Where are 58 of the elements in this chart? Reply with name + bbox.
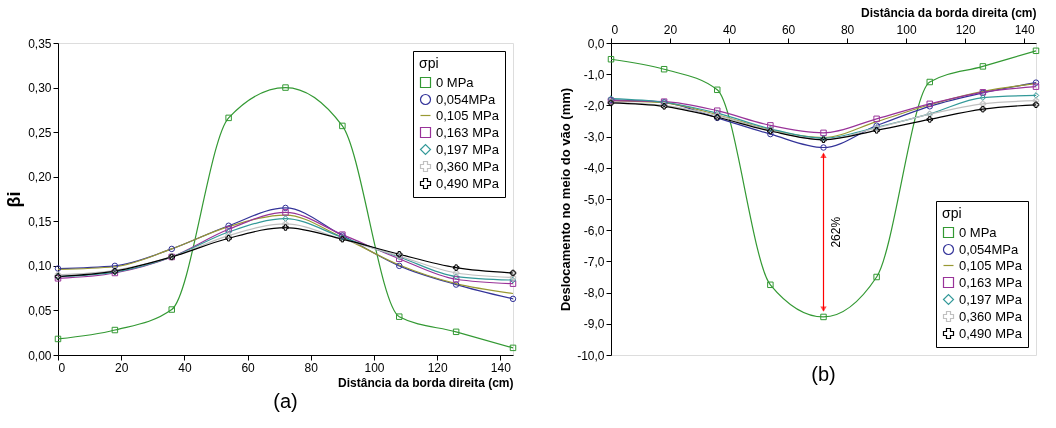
x-tick-label: 0 xyxy=(58,360,66,375)
legend-label: 0,197 MPa xyxy=(959,291,1023,307)
y-tick-label: -5,0 xyxy=(583,192,605,207)
y-tick-label: 0,30 xyxy=(28,81,52,96)
y-tick-label: 0,0 xyxy=(587,36,605,51)
y-axis-title: βi xyxy=(4,191,25,208)
legend-title: σpi xyxy=(419,55,439,71)
y-tick-label: 0,05 xyxy=(28,303,52,318)
y-axis-title: Deslocamento no meio do vão (mm) xyxy=(558,87,574,312)
x-tick-label: 60 xyxy=(241,360,256,375)
x-tick-label: 140 xyxy=(1014,22,1036,37)
x-tick-label: 20 xyxy=(663,22,678,37)
annotation: 262% xyxy=(828,216,843,248)
text: (b) xyxy=(811,363,836,385)
legend-label: 0 MPa xyxy=(436,74,475,90)
x-tick-label: 0 xyxy=(611,22,619,37)
y-tick-label: 0,20 xyxy=(28,170,52,185)
y-tick-label: 0,35 xyxy=(28,36,52,51)
legend-label: 0,197 MPa xyxy=(436,141,500,157)
y-tick-label: -2,0 xyxy=(583,98,605,113)
x-axis-title: Distância da borda direita (cm) xyxy=(861,5,1037,20)
legend-label: 0,163 MPa xyxy=(436,124,500,140)
legend-title: σpi xyxy=(942,205,962,221)
y-tick-label: -8,0 xyxy=(583,286,605,301)
x-tick-label: 80 xyxy=(304,360,319,375)
x-tick-label: 120 xyxy=(955,22,976,37)
legend-label: 0,054MPa xyxy=(959,241,1020,257)
y-tick-label: 0,25 xyxy=(28,125,52,140)
x-axis-title: Distância da borda direita (cm) xyxy=(338,375,514,390)
x-tick-label: 120 xyxy=(427,360,448,375)
y-tick-label: -10,0 xyxy=(577,348,605,363)
y-tick-label: -9,0 xyxy=(583,317,605,332)
y-tick-label: -6,0 xyxy=(583,223,605,238)
x-tick-label: 100 xyxy=(896,22,917,37)
legend-label: 0,105 MPa xyxy=(959,257,1023,273)
x-tick-label: 20 xyxy=(115,360,129,375)
x-tick-label: 40 xyxy=(178,360,192,375)
legend-label: 0,163 MPa xyxy=(959,274,1023,290)
legend-label: 0,054MPa xyxy=(436,91,497,107)
legend-label: 0,490 MPa xyxy=(959,325,1023,341)
y-tick-label: -7,0 xyxy=(583,254,605,269)
legend-label: 0,105 MPa xyxy=(436,107,500,123)
legend-label: 0,360 MPa xyxy=(959,308,1023,324)
x-tick-label: 140 xyxy=(490,360,512,375)
y-tick-label: 0,00 xyxy=(28,348,52,363)
x-tick-label: 40 xyxy=(722,22,737,37)
y-tick-label: -1,0 xyxy=(583,67,605,82)
x-tick-label: 100 xyxy=(364,360,385,375)
legend-label: 0 MPa xyxy=(959,224,998,240)
y-tick-label: 0,15 xyxy=(28,214,52,229)
legend-label: 0,490 MPa xyxy=(436,175,500,191)
text: (a) xyxy=(273,390,298,412)
x-tick-label: 80 xyxy=(840,22,855,37)
y-tick-label: -3,0 xyxy=(583,130,605,145)
x-tick-label: 60 xyxy=(781,22,796,37)
legend-label: 0,360 MPa xyxy=(436,158,500,174)
y-tick-label: 0,10 xyxy=(28,259,52,274)
y-tick-label: -4,0 xyxy=(583,161,605,176)
